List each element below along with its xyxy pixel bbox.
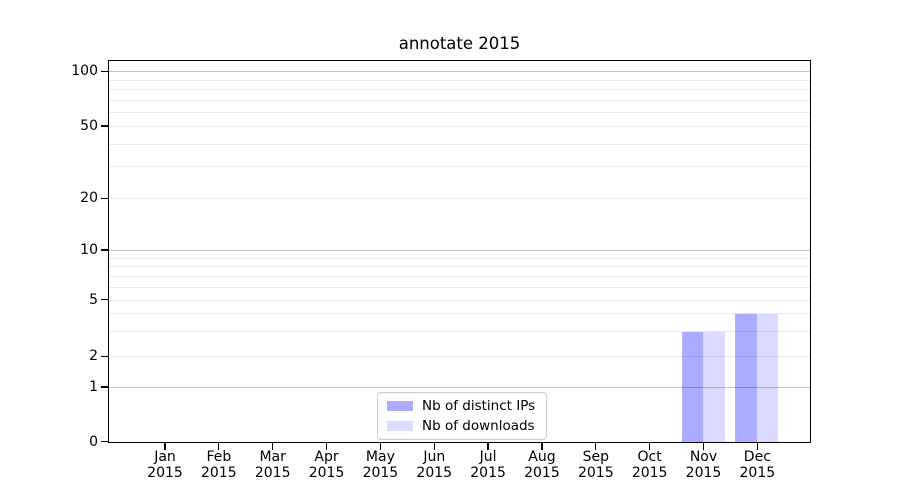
minor-gridline-7 — [109, 275, 810, 277]
x-tick-label-jul: Jul 2015 — [470, 449, 506, 481]
x-tick-mark-dec — [756, 443, 758, 450]
bar-nb-of-downloads-nov — [703, 331, 725, 442]
x-tick-label-aug: Aug 2015 — [524, 449, 560, 481]
minor-gridline-4 — [109, 313, 810, 315]
legend-swatch-downloads — [387, 421, 413, 431]
minor-gridline-20 — [109, 198, 810, 200]
x-tick-mark-may — [379, 443, 382, 450]
chart-title: annotate 2015 — [398, 34, 521, 53]
legend-item-distinct-ips: Nb of distinct IPs — [387, 398, 535, 414]
y-tick-label-100: 100 — [71, 63, 98, 80]
x-tick-label-dec: Dec 2015 — [739, 449, 776, 481]
y-tick-mark-5 — [101, 298, 108, 301]
minor-gridline-9 — [109, 257, 810, 259]
x-tick-mark-jun — [433, 443, 435, 450]
y-tick-mark-20 — [101, 197, 108, 200]
x-tick-label-jun: Jun 2015 — [416, 449, 453, 481]
y-tick-mark-50 — [101, 125, 108, 127]
y-tick-label-0: 0 — [89, 433, 98, 450]
x-tick-mark-feb — [218, 443, 220, 450]
bar-nb-of-downloads-dec — [756, 313, 779, 442]
x-tick-label-jan: Jan 2015 — [147, 449, 183, 481]
x-tick-mark-oct — [649, 443, 651, 450]
x-tick-label-apr: Apr 2015 — [308, 449, 345, 481]
minor-gridline-90 — [109, 79, 810, 81]
y-tick-mark-1 — [101, 386, 108, 388]
y-tick-mark-0 — [101, 440, 108, 443]
x-tick-mark-jul — [487, 443, 489, 450]
x-tick-mark-mar — [272, 443, 274, 450]
x-tick-mark-apr — [325, 443, 328, 450]
minor-gridline-5 — [109, 299, 810, 301]
major-gridline-1 — [109, 386, 810, 388]
y-tick-mark-10 — [101, 249, 108, 251]
y-tick-mark-2 — [101, 355, 108, 357]
x-tick-label-oct: Oct 2015 — [631, 449, 668, 481]
x-tick-mark-aug — [541, 443, 543, 450]
minor-gridline-3 — [109, 331, 810, 333]
minor-gridline-6 — [109, 286, 810, 288]
y-tick-mark-100 — [101, 70, 108, 73]
plot-area — [108, 60, 811, 443]
x-tick-label-may: May 2015 — [362, 449, 399, 481]
legend-label-distinct-ips: Nb of distinct IPs — [422, 398, 536, 414]
y-tick-label-1: 1 — [89, 378, 98, 395]
minor-gridline-80 — [109, 89, 810, 90]
y-tick-label-50: 50 — [80, 117, 98, 134]
legend-label-downloads: Nb of downloads — [422, 418, 535, 434]
major-gridline-100 — [109, 71, 810, 73]
minor-gridline-50 — [109, 126, 810, 127]
legend-item-downloads: Nb of downloads — [387, 418, 535, 434]
legend: Nb of distinct IPs Nb of downloads — [377, 392, 548, 440]
x-tick-label-feb: Feb 2015 — [201, 449, 237, 481]
y-tick-label-5: 5 — [89, 291, 98, 308]
x-tick-label-nov: Nov 2015 — [685, 449, 722, 481]
minor-gridline-30 — [109, 166, 810, 168]
y-tick-label-2: 2 — [89, 348, 98, 365]
y-tick-label-20: 20 — [80, 190, 98, 207]
minor-gridline-8 — [109, 266, 810, 267]
x-tick-label-mar: Mar 2015 — [254, 449, 291, 481]
y-tick-label-10: 10 — [80, 242, 98, 259]
minor-gridline-2 — [109, 356, 810, 358]
x-tick-mark-sep — [595, 443, 597, 450]
bar-nb-of-distinct-ips-nov — [681, 331, 703, 442]
legend-swatch-distinct-ips — [387, 401, 413, 411]
major-gridline-10 — [109, 250, 810, 252]
x-tick-mark-jan — [164, 443, 166, 450]
x-tick-label-sep: Sep 2015 — [577, 449, 614, 481]
minor-gridline-60 — [109, 111, 810, 113]
minor-gridline-70 — [109, 99, 810, 101]
bar-nb-of-distinct-ips-dec — [735, 313, 757, 442]
minor-gridline-40 — [109, 143, 810, 145]
x-tick-mark-nov — [702, 443, 705, 450]
